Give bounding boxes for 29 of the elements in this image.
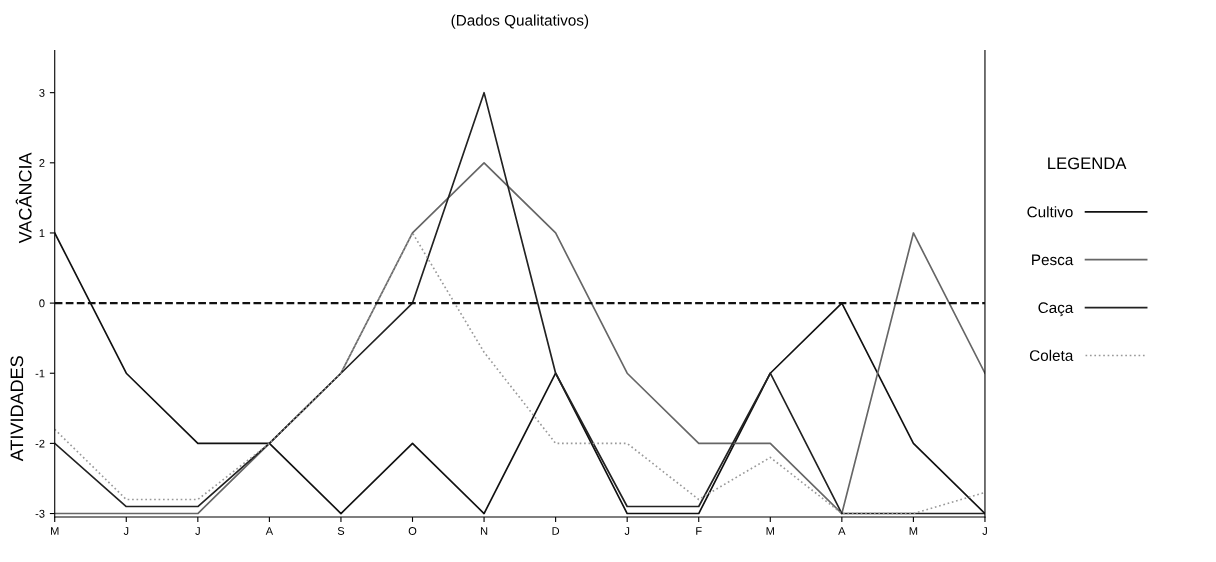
x-tick-label: N	[480, 527, 488, 535]
legend-label: Pesca	[1032, 254, 1074, 266]
x-tick-label: J	[982, 527, 987, 535]
x-tick-label: M	[766, 527, 775, 535]
y-tick-label: -1	[35, 369, 45, 378]
x-tick-label: A	[838, 527, 846, 535]
x-tick-label: M	[909, 527, 918, 535]
legend-label: Caça	[1038, 302, 1074, 317]
y-tick-label: 2	[39, 159, 45, 167]
x-tick-label: J	[195, 527, 200, 535]
y-tick-label: -3	[35, 509, 45, 518]
x-tick-label: J	[624, 527, 630, 535]
legend-label: Coleta	[1029, 349, 1074, 361]
legend-title: LEGENDA	[1048, 157, 1127, 170]
x-tick-label: J	[123, 527, 129, 535]
y-tick-label: -2	[35, 439, 45, 448]
x-tick-label: D	[552, 527, 560, 535]
x-tick-label: O	[408, 527, 417, 535]
y-tick-label: 1	[39, 229, 45, 237]
x-tick-label: A	[265, 527, 274, 535]
y-axis-title: ATIVIDADES	[10, 356, 24, 462]
x-tick-label: M	[51, 527, 59, 535]
text: VACÂNCIA	[15, 152, 32, 244]
y-tick-label: 3	[39, 88, 45, 97]
x-tick-label: S	[337, 527, 345, 535]
chart-title: (Dados Qualitativos)	[451, 14, 589, 29]
x-tick-label: F	[696, 527, 702, 535]
legend-label: Cultivo	[1027, 206, 1073, 218]
y-tick-label: 0	[39, 299, 45, 308]
